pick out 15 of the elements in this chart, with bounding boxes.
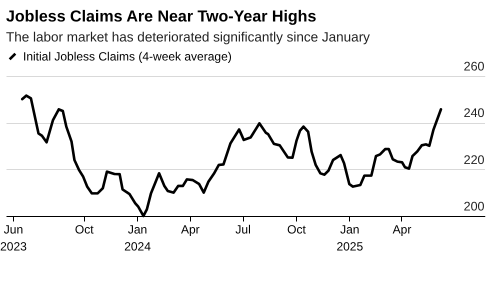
x-tick-label: Jan 2025	[336, 222, 364, 254]
chart-title: Jobless Claims Are Near Two-Year Highs	[6, 8, 316, 26]
x-tick-label: Oct	[74, 222, 94, 236]
y-tick-label: 240	[464, 106, 485, 120]
y-tick-label: 200	[464, 200, 485, 214]
y-tick-label: 220	[464, 152, 485, 167]
y-tick-label: 260	[464, 60, 485, 74]
x-tick-label: Apr	[180, 222, 200, 236]
x-tick-label: Jul	[235, 222, 251, 236]
x-tick-label: Oct	[287, 222, 306, 236]
legend-label: Initial Jobless Claims (4-week average)	[23, 50, 232, 64]
x-tick-label: Jan 2024	[124, 222, 152, 254]
x-tick-label: Jun 2023	[0, 222, 28, 254]
x-tick-label: Apr	[392, 222, 412, 236]
chart-subtitle: The labor market has deteriorated significantly since January	[6, 30, 370, 44]
